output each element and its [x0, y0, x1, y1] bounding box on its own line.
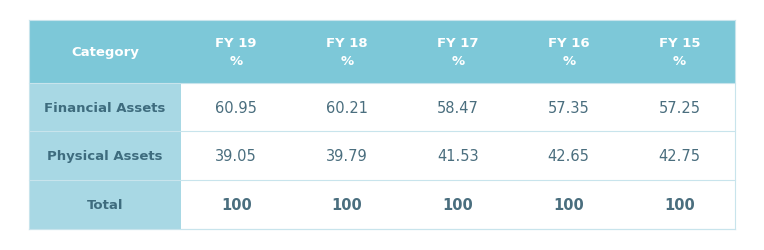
Bar: [181, 84, 292, 132]
Bar: [624, 21, 735, 84]
Text: 41.53: 41.53: [437, 149, 479, 164]
Text: 100: 100: [221, 197, 251, 212]
Text: Physical Assets: Physical Assets: [47, 150, 163, 162]
Bar: [513, 132, 624, 180]
Text: 100: 100: [553, 197, 584, 212]
Text: FY 18
%: FY 18 %: [326, 37, 368, 68]
Text: 60.95: 60.95: [215, 100, 257, 115]
Bar: [624, 84, 735, 132]
Text: 60.21: 60.21: [326, 100, 368, 115]
Text: 58.47: 58.47: [437, 100, 479, 115]
Bar: [513, 180, 624, 229]
Bar: [403, 180, 513, 229]
Bar: [624, 132, 735, 180]
Text: 39.79: 39.79: [326, 149, 368, 164]
Bar: [181, 132, 292, 180]
Bar: [292, 21, 403, 84]
Bar: [29, 180, 181, 229]
Bar: [292, 84, 403, 132]
Text: 100: 100: [442, 197, 473, 212]
Bar: [181, 180, 292, 229]
Bar: [403, 21, 513, 84]
Bar: [403, 132, 513, 180]
Bar: [513, 84, 624, 132]
Bar: [513, 21, 624, 84]
Text: 39.05: 39.05: [215, 149, 257, 164]
Text: FY 16
%: FY 16 %: [548, 37, 590, 68]
Text: 100: 100: [332, 197, 362, 212]
Text: Total: Total: [86, 198, 123, 211]
Bar: [29, 132, 181, 180]
Text: 42.75: 42.75: [659, 149, 701, 164]
Bar: [292, 132, 403, 180]
Text: 57.35: 57.35: [548, 100, 590, 115]
Text: 42.65: 42.65: [548, 149, 590, 164]
Bar: [624, 180, 735, 229]
Text: 100: 100: [664, 197, 695, 212]
Text: Financial Assets: Financial Assets: [44, 101, 166, 114]
Bar: [29, 21, 181, 84]
Bar: [292, 180, 403, 229]
Text: FY 15
%: FY 15 %: [659, 37, 701, 68]
Text: FY 17
%: FY 17 %: [437, 37, 478, 68]
Text: 57.25: 57.25: [659, 100, 701, 115]
Bar: [181, 21, 292, 84]
Text: Category: Category: [71, 46, 139, 59]
Bar: [29, 84, 181, 132]
Text: FY 19
%: FY 19 %: [215, 37, 257, 68]
Bar: [403, 84, 513, 132]
